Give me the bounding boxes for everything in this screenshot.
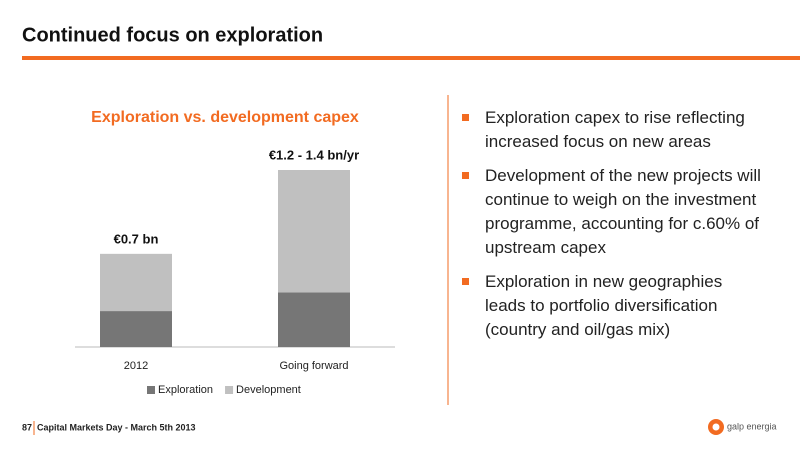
bullet-list: Exploration capex to rise reflecting inc… <box>462 106 762 352</box>
bar-segment <box>100 253 172 312</box>
bullet: Development of the new projects will con… <box>462 164 762 260</box>
bar-segment <box>100 311 172 347</box>
logo-mark-inner <box>712 423 720 431</box>
bullet: Exploration in new geographies leads to … <box>462 270 762 342</box>
logo-text: galp energia <box>727 421 777 431</box>
total-label: €0.7 bn <box>114 231 159 246</box>
legend-label: Development <box>236 384 301 396</box>
x-tick-label: 2012 <box>124 360 148 372</box>
footer-text: Capital Markets Day - March 5th 2013 <box>37 422 196 432</box>
chart-title: Exploration vs. development capex <box>91 109 359 126</box>
page-number: 87 <box>22 422 32 432</box>
bar-segment <box>278 170 350 293</box>
bullet: Exploration capex to rise reflecting inc… <box>462 106 762 154</box>
slide-title: Continued focus on exploration <box>22 24 323 46</box>
total-label: €1.2 - 1.4 bn/yr <box>269 147 359 162</box>
x-tick-label: Going forward <box>279 360 348 372</box>
legend-swatch <box>225 386 234 394</box>
legend-swatch <box>147 386 155 394</box>
title-rule <box>22 56 800 60</box>
legend-label: Exploration <box>158 384 213 396</box>
bar-segment <box>278 292 350 347</box>
